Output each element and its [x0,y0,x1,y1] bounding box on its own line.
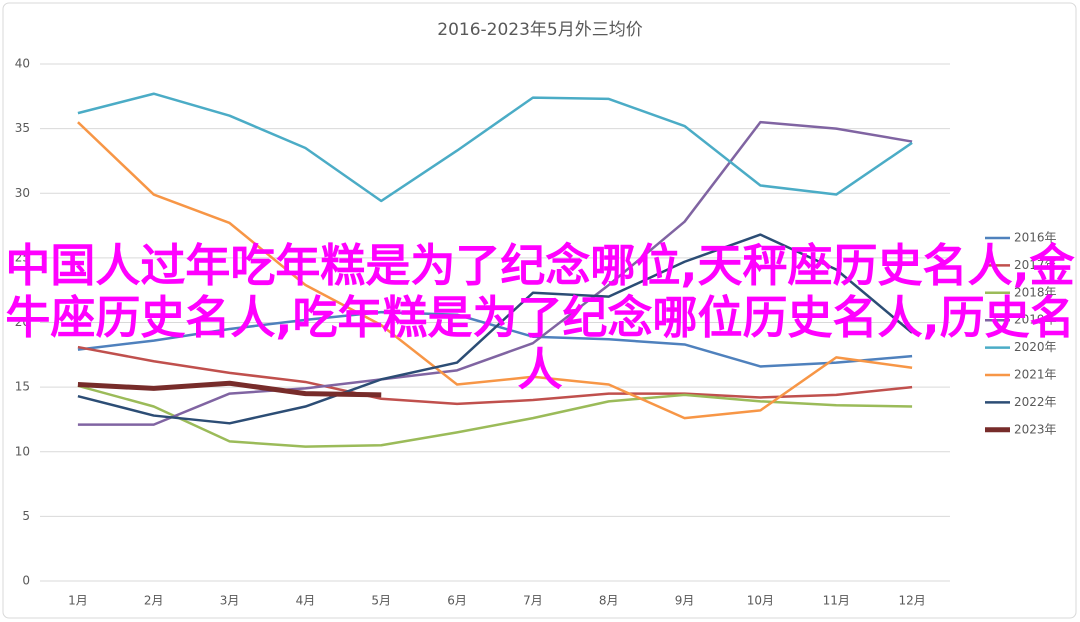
legend-label: 2016年 [1014,231,1057,245]
y-tick-label: 5 [22,509,30,523]
x-tick-label: 1月 [68,594,88,608]
series-line [77,233,913,425]
x-tick-label: 6月 [447,594,467,608]
x-tick-label: 9月 [675,594,695,608]
legend-label: 2023年 [1014,422,1057,436]
legend-label: 2017年 [1014,258,1057,272]
x-tick-label: 10月 [747,594,774,608]
x-tick-label: 4月 [296,594,316,608]
legend-label: 2019年 [1014,313,1057,327]
series-line [77,121,913,420]
legend-label: 2020年 [1014,340,1057,354]
x-tick-label: 5月 [371,594,391,608]
legend-label: 2022年 [1014,395,1057,409]
chart-title: 2016-2023年5月外三均价 [437,20,642,40]
y-tick-label: 15 [15,380,30,394]
legend-label: 2018年 [1014,285,1057,299]
series-line [77,345,913,406]
x-tick-label: 12月 [898,594,925,608]
x-tick-label: 8月 [599,594,619,608]
series-line [77,92,913,203]
y-tick-label: 35 [15,121,30,135]
x-tick-label: 11月 [823,594,850,608]
y-tick-label: 30 [15,186,30,200]
series-line [77,380,382,398]
overlay-text: 中国人过年吃年糕是为了纪念哪位,天秤座历史名人,金牛座历史名人,吃年糕是为了纪念… [5,239,1075,396]
y-tick-label: 40 [15,57,30,71]
y-tick-label: 20 [15,315,30,329]
y-tick-label: 25 [15,250,30,264]
legend-label: 2021年 [1014,368,1057,382]
series-line [77,120,913,426]
x-tick-label: 2月 [144,594,164,608]
y-tick-label: 0 [22,574,30,588]
x-tick-label: 3月 [220,594,240,608]
x-tick-label: 7月 [523,594,543,608]
y-tick-label: 10 [15,444,30,458]
series-line [77,310,913,368]
